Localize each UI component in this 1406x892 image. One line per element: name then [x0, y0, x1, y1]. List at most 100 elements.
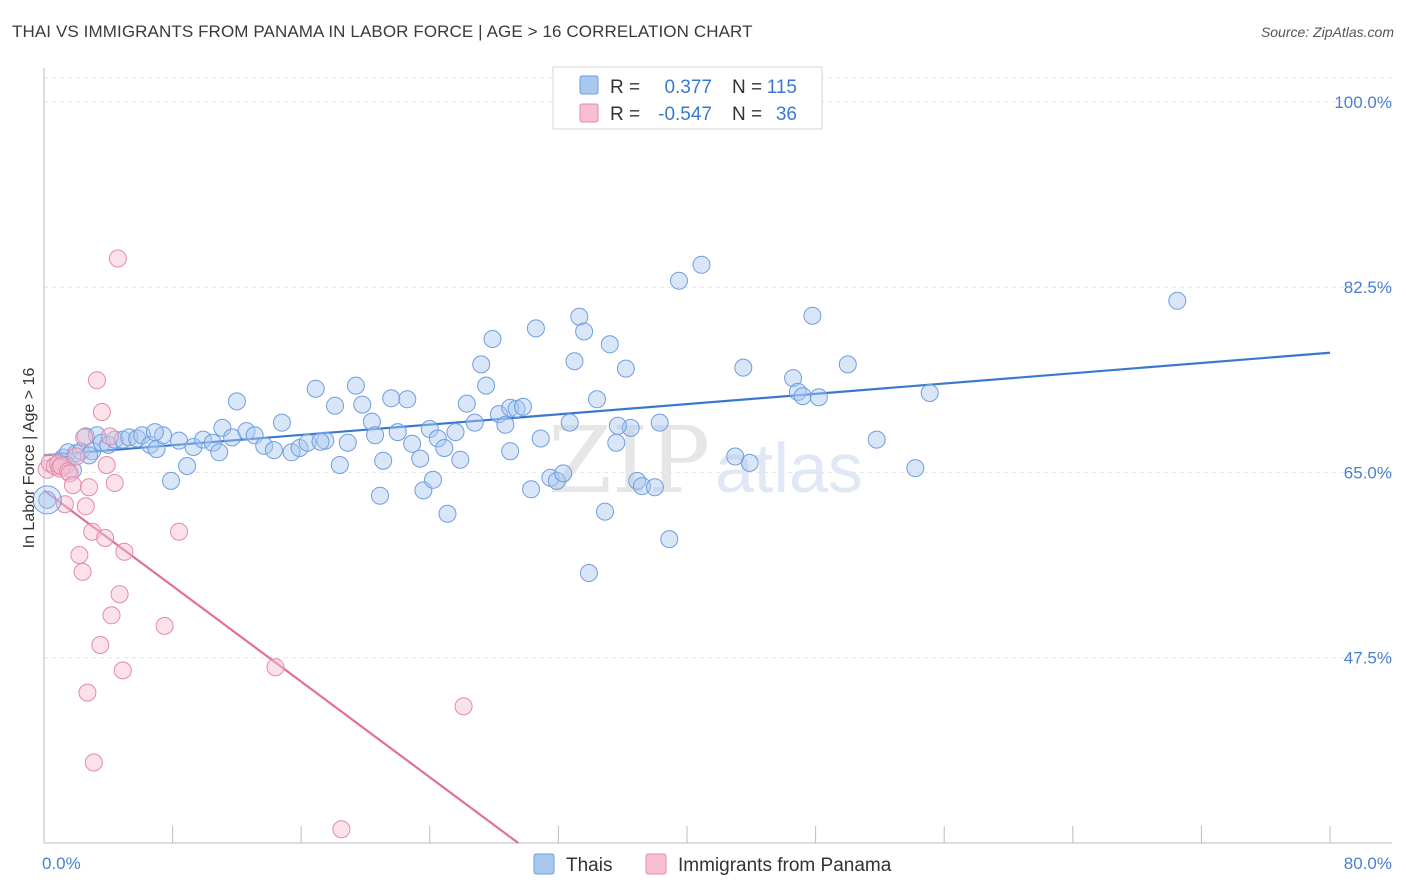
data-point: [398, 390, 417, 409]
legend-swatch-panama: [579, 103, 599, 123]
data-point: [227, 392, 246, 411]
data-point: [346, 376, 365, 395]
correlation-legend: R = 0.377 N = 115 R = -0.547 N = 36: [552, 66, 823, 130]
data-point: [588, 390, 606, 409]
data-point: [531, 429, 550, 448]
data-point: [353, 395, 372, 414]
data-point: [110, 585, 129, 604]
data-point: [210, 443, 229, 462]
data-point: [526, 319, 545, 338]
data-point: [906, 459, 925, 478]
data-point: [388, 423, 407, 442]
data-point: [451, 450, 470, 469]
data-point: [32, 485, 62, 515]
data-point: [255, 436, 274, 455]
data-point: [73, 562, 92, 581]
legend-r-label-panama: R =: [610, 104, 640, 125]
data-point: [91, 636, 110, 654]
data-point: [793, 387, 812, 406]
data-point: [726, 447, 745, 466]
y-tick-label: 65.0%: [1344, 463, 1392, 482]
series-legend-swatch-panama: [645, 853, 667, 875]
data-point: [40, 453, 60, 473]
trend-line-thais: [43, 351, 1331, 457]
data-point: [75, 428, 94, 447]
data-point: [867, 430, 886, 449]
data-point: [63, 476, 82, 495]
data-point: [76, 497, 95, 516]
data-point: [428, 429, 447, 448]
data-point: [628, 471, 647, 490]
data-point: [446, 423, 465, 442]
data-point: [80, 446, 98, 465]
legend-swatch-thais: [579, 75, 599, 95]
data-point: [565, 352, 584, 371]
legend-r-label-thais: R =: [610, 77, 640, 98]
data-point: [371, 486, 389, 505]
tick-labels: 100.0% 82.5% 65.0% 47.5% 0.0% 80.0%: [42, 93, 1392, 873]
data-point: [338, 433, 357, 452]
x-tick-label: 0.0%: [42, 854, 81, 873]
data-point: [920, 384, 939, 402]
data-point: [554, 464, 573, 483]
data-point: [162, 471, 180, 490]
data-point: [326, 396, 344, 415]
y-tick-label: 100.0%: [1334, 93, 1392, 112]
data-point: [92, 403, 111, 421]
data-point: [496, 415, 515, 434]
series-panama: [37, 249, 473, 839]
data-point: [607, 433, 626, 452]
legend-r-value-thais: 0.377: [664, 77, 712, 98]
trend-lines: [43, 351, 1331, 844]
data-point: [330, 456, 349, 474]
data-point: [298, 433, 317, 452]
axes: [43, 68, 1392, 844]
data-point: [809, 388, 828, 407]
data-point: [264, 441, 283, 460]
data-point: [438, 504, 457, 523]
data-point: [596, 502, 614, 521]
data-point: [803, 306, 822, 325]
data-point: [547, 471, 566, 490]
data-point: [306, 379, 325, 398]
data-point: [424, 470, 442, 489]
series-legend-label-panama: Immigrants from Panama: [678, 855, 892, 876]
data-point: [600, 335, 619, 354]
data-point: [579, 564, 598, 582]
data-point: [616, 359, 635, 378]
data-point: [472, 355, 491, 374]
data-point: [435, 439, 454, 457]
data-point: [332, 820, 351, 839]
data-point: [184, 438, 203, 456]
data-point: [403, 434, 422, 453]
data-point: [55, 495, 74, 514]
data-point: [362, 412, 381, 431]
data-point: [465, 413, 484, 432]
data-point: [96, 529, 115, 547]
data-point: [570, 307, 589, 326]
data-point: [282, 443, 301, 462]
x-tick-label: 80.0%: [1344, 854, 1392, 873]
data-point: [650, 413, 669, 432]
data-point: [374, 451, 393, 470]
trend-line-panama: [43, 489, 519, 844]
data-point: [170, 522, 188, 541]
data-point: [67, 447, 86, 466]
watermark-atlas: atlas: [715, 429, 863, 507]
data-points: [32, 249, 1187, 839]
data-point: [660, 530, 679, 549]
data-point: [784, 369, 803, 388]
data-point: [97, 456, 116, 474]
data-point: [102, 606, 121, 625]
data-point: [115, 542, 134, 561]
data-point: [670, 271, 688, 290]
y-tick-label: 82.5%: [1344, 278, 1392, 297]
data-point: [80, 478, 98, 497]
data-point: [734, 358, 753, 377]
series-legend: Thais Immigrants from Panama: [533, 853, 892, 876]
data-point: [88, 371, 106, 390]
chart-source: Source: ZipAtlas.com: [1260, 24, 1394, 40]
series-legend-swatch-thais: [533, 853, 555, 875]
data-point: [514, 397, 532, 416]
data-point: [178, 457, 197, 475]
